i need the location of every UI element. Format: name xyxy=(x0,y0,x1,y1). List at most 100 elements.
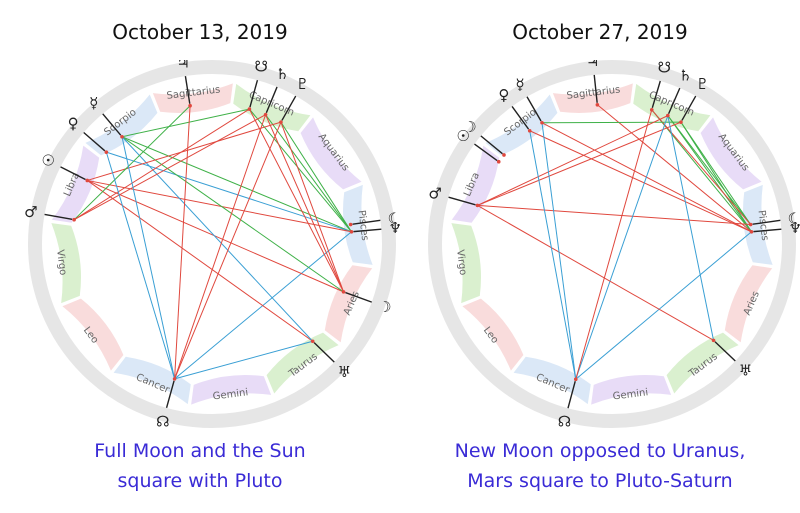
sign-segment-virgo xyxy=(51,223,81,304)
tick-mercury xyxy=(102,113,122,136)
tick-sun xyxy=(474,143,498,162)
saturn-icon: ♄ xyxy=(679,66,692,84)
tick-uranus xyxy=(313,342,335,363)
tick-moon2 xyxy=(352,219,381,225)
sign-segment-taurus xyxy=(266,332,339,394)
point-mars xyxy=(475,203,480,208)
chart-title-right: October 27, 2019 xyxy=(512,20,688,44)
aspect-line-jupiter-mars xyxy=(73,105,191,221)
point-moon2 xyxy=(748,222,753,227)
aspect-line-node-s-mars xyxy=(73,108,250,221)
tick-node-n xyxy=(165,380,175,409)
tick-jupiter xyxy=(593,74,598,103)
mars-icon: ♂ xyxy=(428,184,441,202)
point-mercury xyxy=(120,134,124,139)
aspect-line-neptune-venus xyxy=(529,130,752,233)
caption-right-line-1: New Moon opposed to Uranus, xyxy=(454,440,746,462)
sign-segment-sagittarius xyxy=(152,83,233,113)
aspect-line-uranus-mars xyxy=(477,204,714,341)
sign-segment-aries xyxy=(724,265,773,343)
aspect-line-uranus-sun xyxy=(86,180,313,342)
aspect-line-neptune-pluto xyxy=(280,121,352,233)
tick-sun xyxy=(60,166,86,181)
point-sun xyxy=(496,159,501,164)
aspect-line-moon2-pluto xyxy=(680,121,752,225)
aspect-line-moon2-node-s xyxy=(651,109,752,225)
aspect-line-moon-pluto xyxy=(280,121,345,293)
point-saturn xyxy=(263,112,268,117)
tick-saturn xyxy=(265,86,278,114)
aspect-line-moon2-mars xyxy=(477,204,751,226)
aspect-line-moon-mercury xyxy=(121,136,344,293)
aspect-line-venus-node-n xyxy=(529,130,577,380)
sign-segment-aries xyxy=(324,265,373,343)
aspect-line-saturn-node-n xyxy=(575,115,669,380)
jupiter-icon: ♃ xyxy=(176,60,189,71)
sign-segment-leo xyxy=(462,298,524,371)
tick-uranus xyxy=(714,341,736,362)
point-node-s xyxy=(649,107,654,112)
point-venus xyxy=(104,150,109,154)
sign-segment-libra xyxy=(451,145,500,223)
tick-venus xyxy=(83,131,106,152)
mercury-icon: ☿ xyxy=(89,94,98,112)
aspect-line-venus-node-n xyxy=(105,152,176,380)
sign-label-gemini: Gemini xyxy=(612,387,649,402)
zodiac-wheel-left: AriesTaurusGeminiCancerLeoVirgoLibraScor… xyxy=(24,60,400,430)
tick-neptune xyxy=(753,228,782,233)
point-jupiter xyxy=(595,102,600,107)
caption-left-line-2: square with Pluto xyxy=(117,470,283,492)
node-s-icon: ☋ xyxy=(255,60,268,76)
point-uranus xyxy=(310,339,315,344)
aspect-line-neptune-venus xyxy=(106,151,352,233)
sign-segment-sagittarius xyxy=(552,83,633,113)
caption-left: Full Moon and the Sun square with Pluto xyxy=(0,436,400,496)
mars-icon: ♂ xyxy=(24,203,37,221)
point-saturn xyxy=(666,113,670,118)
sign-segment-pisces xyxy=(343,184,373,265)
sign-label-gemini: Gemini xyxy=(212,387,249,402)
aspect-line-pluto-sun xyxy=(87,121,282,181)
point-uranus xyxy=(711,338,716,343)
aspect-line-uranus-mercury xyxy=(121,136,314,342)
aspect-line-saturn-node-n xyxy=(174,114,267,380)
sun-icon: ☉ xyxy=(456,127,469,145)
sign-segment-gemini xyxy=(591,375,672,405)
tick-mercury xyxy=(526,96,542,122)
tick-node-s xyxy=(249,79,259,108)
outer-ring xyxy=(428,60,796,428)
tick-jupiter xyxy=(184,75,191,104)
aspect-line-mercury-node-n xyxy=(121,136,176,380)
aspect-line-neptune-sun xyxy=(87,179,352,233)
chart-title-left: October 13, 2019 xyxy=(112,20,288,44)
tick-pluto xyxy=(681,95,697,121)
caption-right-line-2: Mars square to Pluto-Saturn xyxy=(467,470,733,492)
point-pluto xyxy=(679,120,683,124)
sign-segment-scorpio xyxy=(485,94,558,156)
pluto-icon: ♇ xyxy=(296,75,309,93)
aspect-line-moon2-saturn xyxy=(667,115,752,225)
tick-pluto xyxy=(281,95,297,121)
point-moon xyxy=(341,290,346,294)
venus-icon: ♀ xyxy=(498,86,509,104)
sign-segment-libra xyxy=(51,145,100,223)
neptune-icon: ♆ xyxy=(389,219,400,237)
point-mars xyxy=(72,217,76,222)
point-node-s xyxy=(247,107,252,111)
moon2-icon: ☾ xyxy=(387,209,400,227)
point-node-n xyxy=(573,377,578,382)
point-moon2 xyxy=(348,222,353,227)
tick-node-n xyxy=(567,380,576,409)
point-jupiter xyxy=(188,103,192,108)
uranus-icon: ♅ xyxy=(338,363,351,381)
aspect-line-node-s-node-n xyxy=(575,109,653,380)
saturn-icon: ♄ xyxy=(276,65,289,83)
aspect-line-mercury-node-n xyxy=(541,122,577,380)
sign-segment-gemini xyxy=(191,375,272,405)
point-neptune xyxy=(749,229,754,234)
aspect-line-saturn-mars xyxy=(73,114,266,221)
aspect-line-node-s-mercury xyxy=(121,108,250,138)
point-neptune xyxy=(349,229,354,234)
jupiter-icon: ♃ xyxy=(586,60,599,70)
outer-ring xyxy=(28,60,396,428)
